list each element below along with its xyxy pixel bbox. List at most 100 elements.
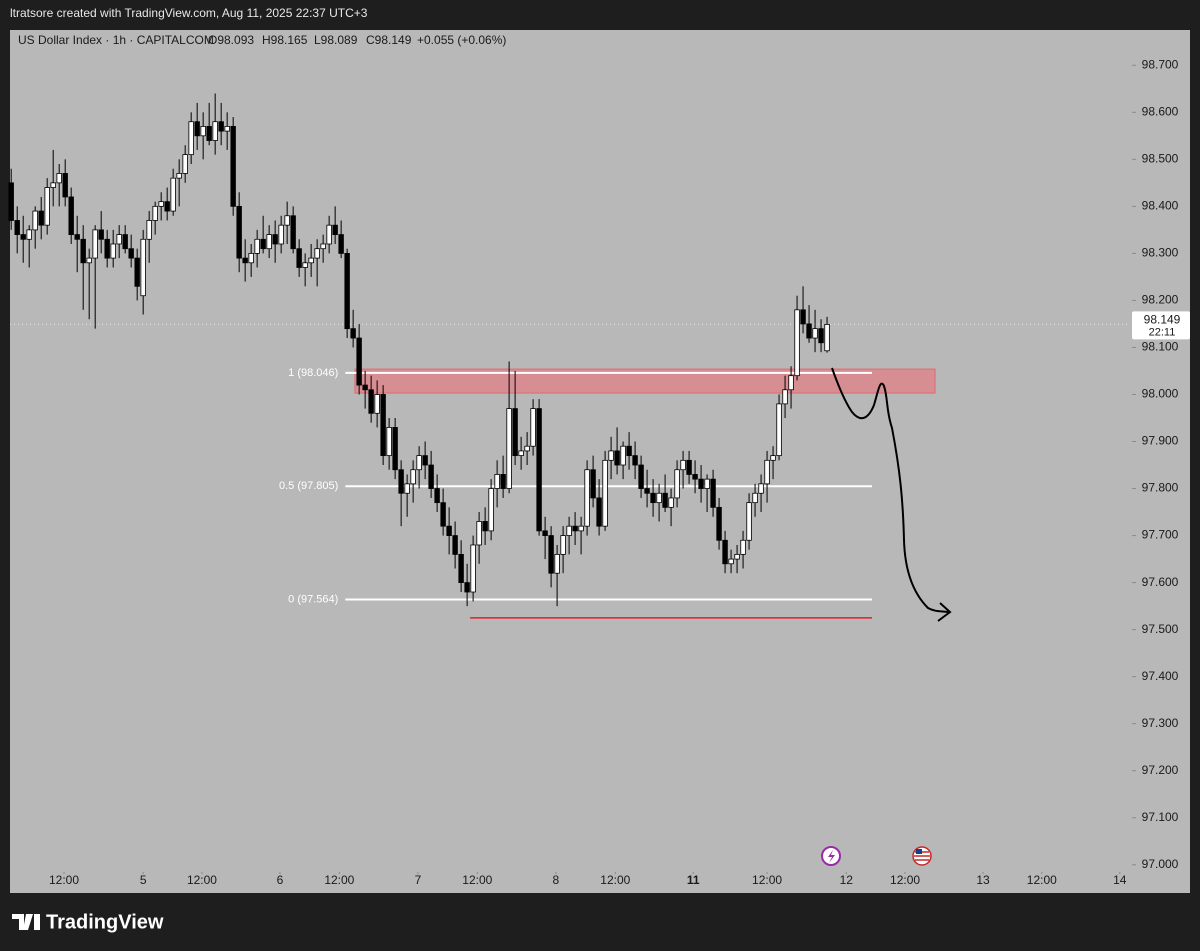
hand-drawn-arrow <box>831 367 952 622</box>
candle-body <box>746 502 752 541</box>
candle-body <box>332 224 338 235</box>
candle-body <box>524 445 530 452</box>
y-tick-label: 97.400 <box>1142 669 1179 683</box>
flag-canton <box>916 849 922 854</box>
y-tick-label: 98.200 <box>1142 293 1179 307</box>
low: L98.089 <box>314 33 358 47</box>
candle-body <box>536 408 542 532</box>
candle-body <box>20 234 26 240</box>
x-tick-label: 6 <box>277 873 284 887</box>
fib-label: 0 (97.564) <box>288 593 338 605</box>
candle-body <box>386 427 392 457</box>
candle-body <box>122 234 128 250</box>
candle-body <box>428 464 434 489</box>
candle-body <box>44 187 50 226</box>
candle-body <box>74 234 80 240</box>
candle-body <box>680 459 686 471</box>
candle-body <box>464 582 470 593</box>
candle-body <box>116 234 122 245</box>
y-tick-label: 97.900 <box>1142 434 1179 448</box>
candle-body <box>56 173 62 184</box>
candle-body <box>704 478 710 489</box>
candle-body <box>356 337 362 386</box>
candle-body <box>758 483 764 494</box>
y-tick-label: 97.700 <box>1142 528 1179 542</box>
last-price-box <box>1132 311 1190 340</box>
candle-body <box>314 248 320 259</box>
candle-body <box>158 201 164 207</box>
candle-body <box>452 535 458 555</box>
candle-body <box>410 469 416 485</box>
candle-body <box>284 215 290 226</box>
candle-body <box>248 252 254 264</box>
candle-body <box>320 243 326 250</box>
candle-body <box>608 450 614 461</box>
candle-body <box>344 252 350 330</box>
fib-label: 1 (98.046) <box>288 367 338 379</box>
candle-body <box>662 492 668 508</box>
legend: US Dollar Index · 1h · CAPITALCOM O98.09… <box>18 33 506 47</box>
candle-body <box>434 488 440 504</box>
candle-body <box>338 234 344 254</box>
candle-body <box>686 459 692 475</box>
candle-body <box>710 478 716 508</box>
candle-body <box>326 224 332 245</box>
candle-body <box>782 389 788 405</box>
candle-body <box>110 243 116 259</box>
candle-body <box>578 525 584 532</box>
x-tick-label: 12:00 <box>187 873 217 887</box>
candle-body <box>416 455 422 471</box>
candle-body <box>716 506 722 541</box>
candle-body <box>800 309 806 325</box>
candle-body <box>392 427 398 471</box>
candle-body <box>548 535 554 574</box>
candle-body <box>260 238 266 250</box>
candle-body <box>80 238 86 264</box>
candle-body <box>176 173 182 179</box>
candle-body <box>182 154 188 174</box>
y-tick-label: 98.400 <box>1142 199 1179 213</box>
candle-body <box>92 229 98 259</box>
candle-body <box>422 455 428 466</box>
candle-body <box>212 121 218 141</box>
candle-body <box>722 539 728 565</box>
plot: 97.000 97.100 97.200 97.300 97.400 97.500 97.6… <box>8 57 1190 887</box>
candle-body <box>656 492 662 504</box>
candle-body <box>104 238 110 259</box>
candle-body <box>470 544 476 593</box>
x-tick-label: 12:00 <box>49 873 79 887</box>
chart-area <box>10 30 1190 893</box>
x-tick-label: 13 <box>976 873 990 887</box>
candle-body <box>482 521 488 532</box>
candle-body <box>674 469 680 499</box>
candle-body <box>728 558 734 565</box>
candle-body <box>254 238 260 254</box>
candle-body <box>272 234 278 245</box>
candle-body <box>596 497 602 527</box>
candle-body <box>812 328 818 339</box>
candle-body <box>164 201 170 212</box>
candle-body <box>770 455 776 461</box>
candle-body <box>50 182 56 188</box>
y-tick-label: 97.300 <box>1142 716 1179 730</box>
y-tick-label: 98.100 <box>1142 340 1179 354</box>
logo-mark <box>12 914 40 930</box>
candle-body <box>794 309 800 377</box>
candle-body <box>560 535 566 555</box>
candle-body <box>194 121 200 137</box>
candle-body <box>146 220 152 240</box>
candle-body <box>644 488 650 494</box>
candle-body <box>584 469 590 527</box>
candle-body <box>350 328 356 339</box>
candle-body <box>734 553 740 560</box>
candle-body <box>500 474 506 489</box>
candle-body <box>488 488 494 532</box>
candle-body <box>818 328 824 344</box>
x-tick-label: 11 <box>687 873 700 887</box>
candle-body <box>62 173 68 198</box>
candle-body <box>566 525 572 536</box>
candle-body <box>476 521 482 546</box>
y-tick-label: 97.100 <box>1142 810 1179 824</box>
candle-body <box>494 474 500 489</box>
